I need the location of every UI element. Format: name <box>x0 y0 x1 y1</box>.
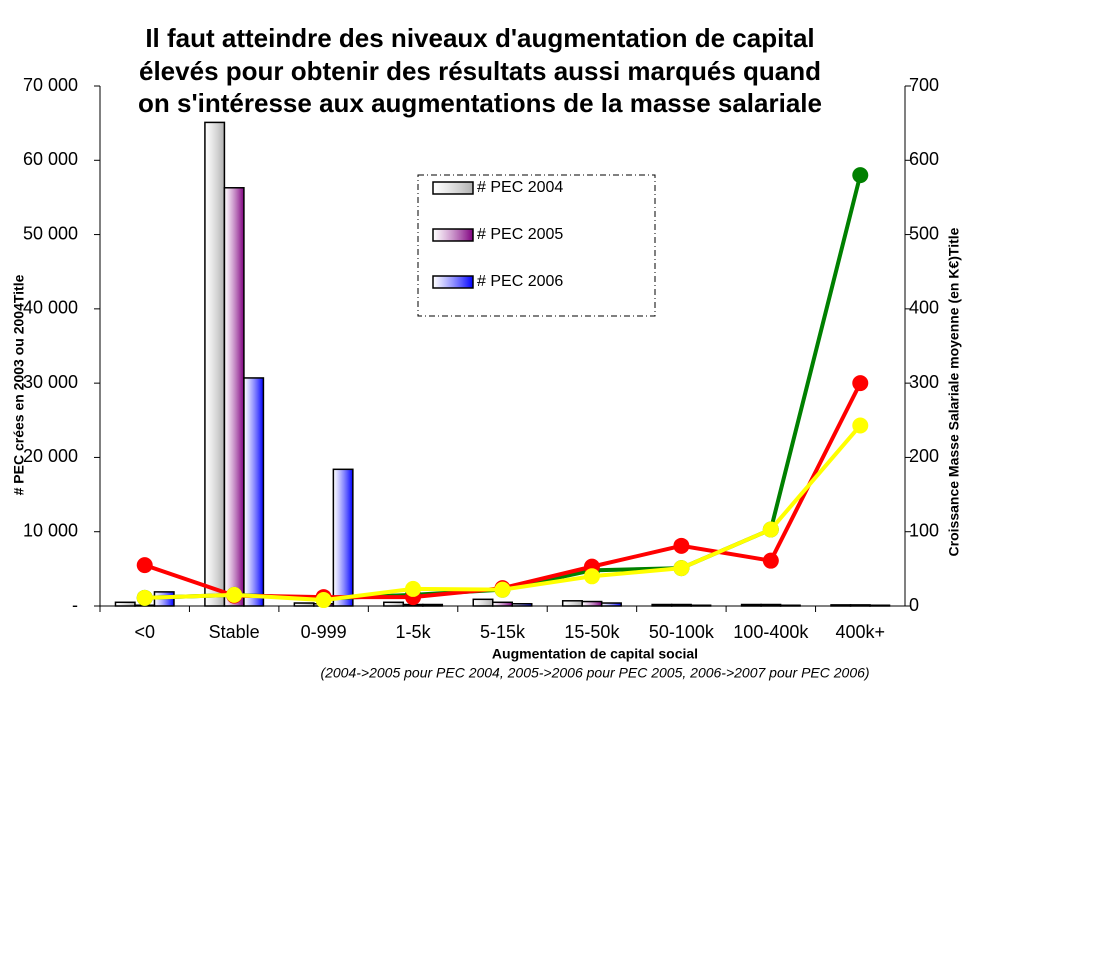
x-tick-label: 400k+ <box>836 622 886 642</box>
y-tick-label: 60 000 <box>23 149 78 169</box>
marker <box>673 560 690 577</box>
y-tick-label: 10 000 <box>23 520 78 540</box>
x-tick-label: 15-50k <box>564 622 620 642</box>
chart-title: Il faut atteindre des niveaux d'augmenta… <box>145 23 814 53</box>
bar <box>581 600 603 607</box>
marker <box>762 552 779 569</box>
marker <box>136 589 153 606</box>
marker <box>583 568 600 585</box>
bar <box>492 601 513 607</box>
bar <box>472 598 494 607</box>
bar <box>690 604 712 607</box>
marker <box>673 537 690 554</box>
bar <box>204 121 226 607</box>
y-tick-label: 40 000 <box>23 298 78 318</box>
bar <box>740 603 762 607</box>
marker <box>852 375 869 392</box>
marker <box>136 557 153 574</box>
y2-tick-label: 200 <box>909 446 939 466</box>
marker <box>762 521 779 538</box>
y2-axis-title: Croissance Masse Salariale moyenne (en K… <box>946 227 962 556</box>
y2-tick-label: 500 <box>909 223 939 243</box>
bar <box>779 604 801 607</box>
bar <box>849 604 871 607</box>
legend-label: # PEC 2006 <box>477 273 563 290</box>
legend-box <box>417 174 656 317</box>
bar <box>869 604 891 607</box>
y2-tick-label: 400 <box>909 298 939 318</box>
bar <box>760 603 782 607</box>
marker <box>405 580 422 597</box>
bar <box>600 602 622 607</box>
y2-tick-label: 600 <box>909 149 939 169</box>
bar <box>670 603 692 607</box>
y2-tick-label: 0 <box>909 595 919 615</box>
bar <box>422 603 444 607</box>
y-tick-label: - <box>72 595 78 615</box>
bar <box>561 600 583 607</box>
marker <box>852 417 869 434</box>
x-tick-label: 5-15k <box>480 622 526 642</box>
bar <box>114 601 136 607</box>
y2-tick-label: 300 <box>909 372 939 392</box>
x-tick-label: <0 <box>134 622 155 642</box>
x-tick-label: 100-400k <box>733 622 809 642</box>
legend-swatch <box>432 228 474 242</box>
x-tick-label: Stable <box>209 622 260 642</box>
y-tick-label: 70 000 <box>23 75 78 95</box>
x-tick-label: 0-999 <box>301 622 347 642</box>
legend-swatch <box>432 181 474 195</box>
y2-tick-label: 700 <box>909 75 939 95</box>
bar <box>651 603 673 607</box>
y2-tick-label: 100 <box>909 520 939 540</box>
bar <box>243 377 265 607</box>
marker <box>852 167 869 184</box>
legend-swatch <box>432 275 474 289</box>
legend-label: # PEC 2004 <box>477 179 563 196</box>
chart-title: élevés pour obtenir des résultats aussi … <box>139 56 821 86</box>
bar <box>383 601 405 607</box>
marker <box>315 592 332 609</box>
bar <box>511 603 533 607</box>
bar <box>830 604 852 607</box>
marker <box>494 581 511 598</box>
y-tick-label: 20 000 <box>23 446 78 466</box>
x-tick-label: 50-100k <box>649 622 715 642</box>
x-axis-title: Augmentation de capital social <box>492 646 698 662</box>
bar <box>293 602 315 607</box>
legend-label: # PEC 2005 <box>477 226 563 243</box>
bar <box>223 187 245 607</box>
y-axis-title: # PEC crées en 2003 ou 2004Title <box>11 274 27 495</box>
y-tick-label: 50 000 <box>23 223 78 243</box>
marker <box>226 586 243 603</box>
y-tick-label: 30 000 <box>23 372 78 392</box>
x-axis-subtitle: (2004->2005 pour PEC 2004, 2005->2006 po… <box>320 665 869 681</box>
chart-title: on s'intéresse aux augmentations de la m… <box>138 88 822 118</box>
bar <box>332 468 354 607</box>
x-tick-label: 1-5k <box>396 622 432 642</box>
